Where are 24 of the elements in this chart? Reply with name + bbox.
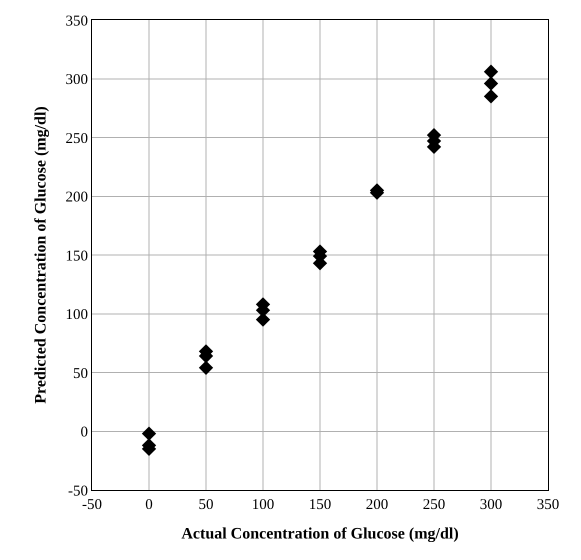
point bbox=[484, 64, 498, 79]
y-tick-label: 350 bbox=[66, 13, 88, 30]
x-tick-label: 0 bbox=[145, 497, 153, 513]
x-tick-label: 200 bbox=[366, 497, 388, 513]
x-axis-title: Actual Concentration of Glucose (mg/dl) bbox=[181, 526, 459, 543]
y-tick-label: 100 bbox=[66, 307, 88, 323]
point bbox=[198, 360, 214, 375]
x-tick-label: 350 bbox=[536, 497, 560, 513]
x-tick-label: 150 bbox=[308, 497, 332, 513]
point bbox=[484, 89, 498, 104]
x-tick-label: 250 bbox=[422, 497, 446, 513]
y-tick-label: 200 bbox=[66, 190, 88, 206]
y-tick-label: 0 bbox=[80, 424, 88, 440]
point bbox=[142, 426, 156, 441]
y-tick-label: 50 bbox=[73, 366, 88, 382]
y-tick-label: 150 bbox=[66, 248, 88, 264]
point bbox=[484, 76, 498, 91]
y-tick-label: 250 bbox=[66, 130, 88, 147]
x-tick-label: 100 bbox=[252, 497, 274, 513]
y-tick-label: -50 bbox=[68, 483, 88, 500]
y-tick-label: 300 bbox=[66, 72, 88, 88]
x-tick-label: 300 bbox=[480, 497, 502, 513]
y-axis-title: Predicted Concentration of Glucose (mg/dl) bbox=[32, 106, 50, 404]
x-tick-label: 50 bbox=[198, 497, 214, 513]
